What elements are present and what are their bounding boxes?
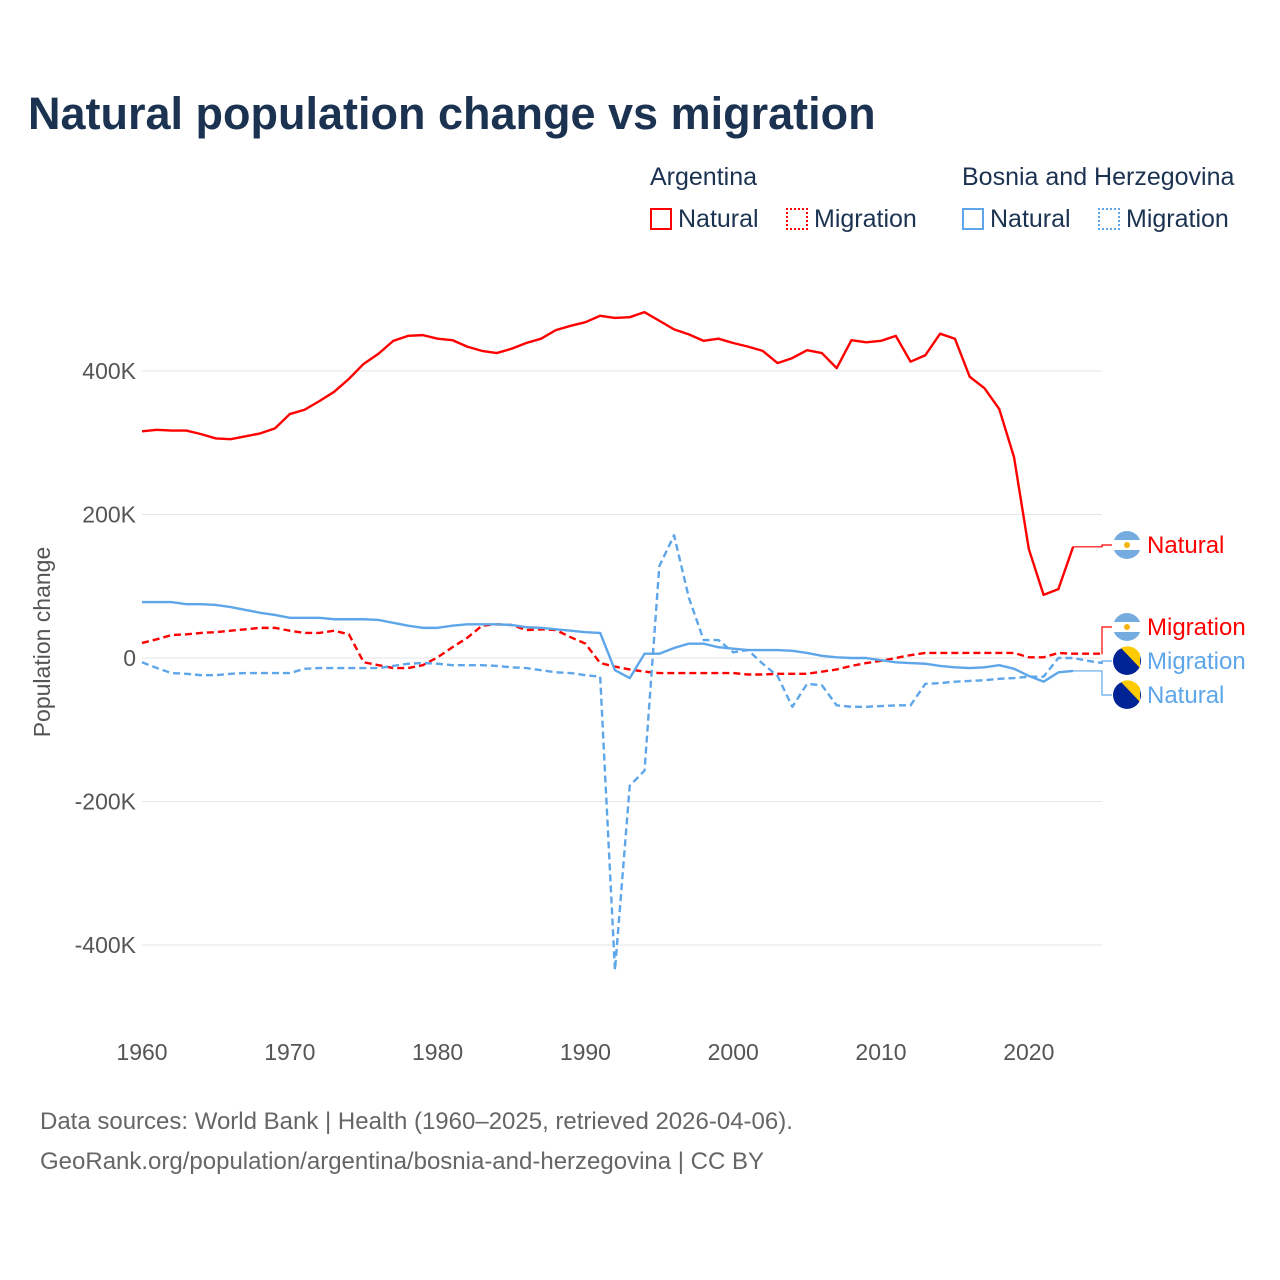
- series-line-argentina-natural: [141, 310, 1075, 597]
- solid-swatch-icon: [962, 208, 984, 230]
- y-tick-label: 400K: [82, 358, 136, 384]
- label-connector: [1073, 670, 1112, 696]
- series-line-argentina-migration: [141, 623, 1103, 676]
- legend-group-bosnia: Bosnia and Herzegovina: [962, 163, 1235, 191]
- y-tick-label: -400K: [75, 932, 137, 958]
- legend-item-argentina-migration[interactable]: Migration: [786, 205, 917, 234]
- legend-item-bosnia-migration[interactable]: Migration: [1098, 205, 1229, 234]
- x-tick-label: 2010: [855, 1039, 906, 1065]
- legend-group-argentina: Argentina: [650, 163, 758, 191]
- argentina-flag-icon: [1124, 624, 1130, 630]
- dotted-swatch-icon: [786, 208, 808, 230]
- label-connector: [1101, 626, 1112, 655]
- x-tick-label: 1970: [264, 1039, 315, 1065]
- y-tick-label: -200K: [75, 789, 137, 815]
- x-tick-label: 2020: [1003, 1039, 1054, 1065]
- end-label: Natural: [1147, 682, 1224, 709]
- bosnia-flag-icon: [1121, 646, 1140, 668]
- chart-title: Natural population change vs migration: [28, 88, 876, 139]
- y-tick-label: 0: [123, 645, 136, 671]
- legend-item-bosnia-natural[interactable]: Natural: [962, 205, 1071, 234]
- bosnia-flag-icon: [1121, 680, 1140, 702]
- y-axis-label: Population change: [29, 547, 55, 738]
- legend-label: Natural: [990, 205, 1071, 233]
- series-line-bosnia-and-herzegovina-natural: [142, 600, 1074, 683]
- series-line-bosnia-and-herzegovina-migration: [141, 534, 1103, 972]
- legend-label: Natural: [678, 205, 759, 233]
- x-tick-label: 2000: [708, 1039, 759, 1065]
- x-tick-label: 1980: [412, 1039, 463, 1065]
- end-label: Migration: [1147, 614, 1246, 641]
- label-connector: [1073, 544, 1112, 548]
- source-line-2[interactable]: GeoRank.org/population/argentina/bosnia-…: [40, 1148, 765, 1175]
- legend-label: Migration: [814, 205, 917, 233]
- dotted-swatch-icon: [1098, 208, 1120, 230]
- source-line-1: Data sources: World Bank | Health (1960–…: [40, 1108, 793, 1135]
- legend-item-argentina-natural[interactable]: Natural: [650, 205, 759, 234]
- x-tick-label: 1990: [560, 1039, 611, 1065]
- label-connector: [1101, 660, 1112, 664]
- argentina-flag-icon: [1124, 542, 1130, 548]
- x-tick-label: 1960: [116, 1039, 167, 1065]
- solid-swatch-icon: [650, 208, 672, 230]
- end-label: Migration: [1147, 648, 1246, 675]
- y-tick-label: 200K: [82, 502, 136, 528]
- end-label: Natural: [1147, 532, 1224, 559]
- legend-label: Migration: [1126, 205, 1229, 233]
